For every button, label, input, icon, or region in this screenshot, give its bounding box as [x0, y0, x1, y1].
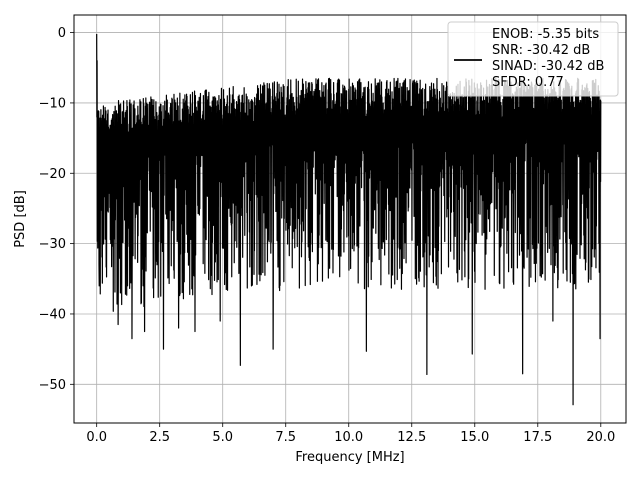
x-axis-label: Frequency [MHz]	[295, 450, 404, 465]
x-tick-label: 2.5	[149, 430, 170, 445]
x-tick-label: 17.5	[523, 430, 552, 445]
legend-entry: SNR: -30.42 dB	[492, 43, 590, 58]
y-tick-label: −30	[39, 237, 66, 252]
x-tick-label: 12.5	[397, 430, 426, 445]
y-tick-label: −40	[39, 307, 66, 322]
y-tick-label: −50	[39, 378, 66, 393]
y-tick-label: 0	[58, 26, 66, 41]
legend-box	[447, 21, 619, 97]
x-tick-label: 0.0	[86, 430, 107, 445]
legend-entry: SINAD: -30.42 dB	[492, 59, 604, 74]
axes-frame	[73, 14, 627, 424]
legend-entry: SFDR: 0.77	[492, 75, 564, 90]
x-tick-label: 7.5	[275, 430, 296, 445]
x-tick-label: 5.0	[212, 430, 233, 445]
x-tick-label: 15.0	[460, 430, 489, 445]
y-axis-ticks: 0 −10 −20 −30 −40 −50	[39, 26, 74, 393]
x-tick-label: 20.0	[586, 430, 615, 445]
x-axis-ticks: 0.0 2.5 5.0 7.5 10.0 12.5 15.0 17.5 20.0	[86, 423, 615, 445]
y-tick-label: −10	[39, 96, 66, 111]
legend-entry: ENOB: -5.35 bits	[492, 27, 599, 42]
y-tick-label: −20	[39, 167, 66, 182]
y-axis-label: PSD [dB]	[13, 190, 28, 248]
x-tick-label: 10.0	[334, 430, 363, 445]
